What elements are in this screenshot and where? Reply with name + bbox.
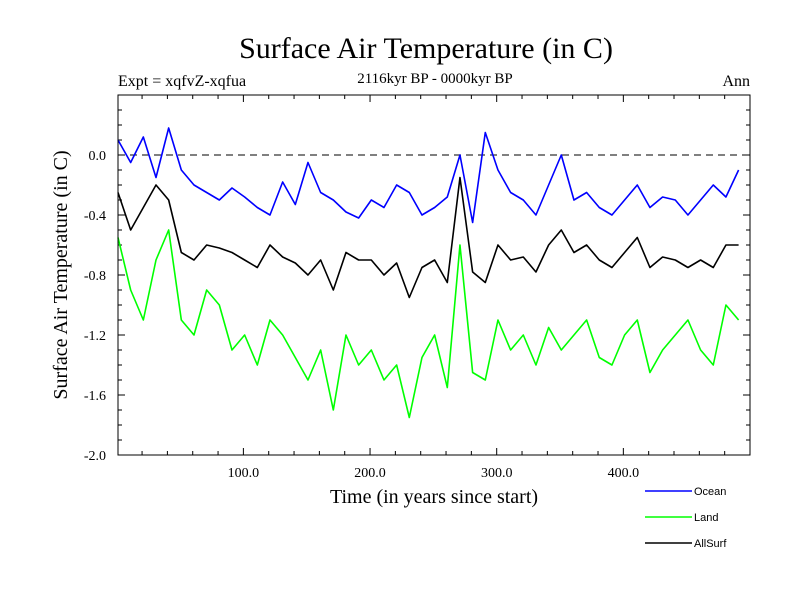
legend-label-allsurf: AllSurf (694, 538, 727, 550)
plot-area: 0.0 -0.4 -0.8 -1.2 -1.6 -2.0 100.0 200.0 300.0 40… (84, 94, 750, 481)
x-axis-label: Time (in years since start) (330, 486, 538, 508)
season-label: Ann (722, 73, 750, 90)
y-axis-label: Surface Air Temperature (in C) (50, 150, 72, 399)
legend: Ocean Land AllSurf (645, 486, 727, 550)
chart-title: Surface Air Temperature (in C) (239, 32, 613, 65)
x-tick-label: 200.0 (354, 466, 386, 481)
plot-frame (117, 94, 751, 456)
series-line-allsurf (117, 176, 739, 299)
series-line-ocean (117, 127, 740, 224)
series-line-land (117, 229, 740, 419)
x-tick-label: 400.0 (608, 466, 640, 481)
chart-subtitle: 2116kyr BP - 0000kyr BP (357, 71, 513, 87)
y-tick-label: 0.0 (89, 149, 107, 164)
y-tick-label: -2.0 (84, 449, 106, 464)
expt-label: Expt = xqfvZ-xqfua (118, 73, 246, 90)
y-tick-label: -1.2 (84, 329, 106, 344)
y-tick-label: -1.6 (84, 389, 106, 404)
x-tick-label: 100.0 (228, 466, 260, 481)
legend-label-ocean: Ocean (694, 486, 726, 498)
y-tick-label: -0.8 (84, 269, 106, 284)
y-tick-label: -0.4 (84, 209, 106, 224)
x-tick-label: 300.0 (481, 466, 513, 481)
legend-label-land: Land (694, 512, 718, 524)
